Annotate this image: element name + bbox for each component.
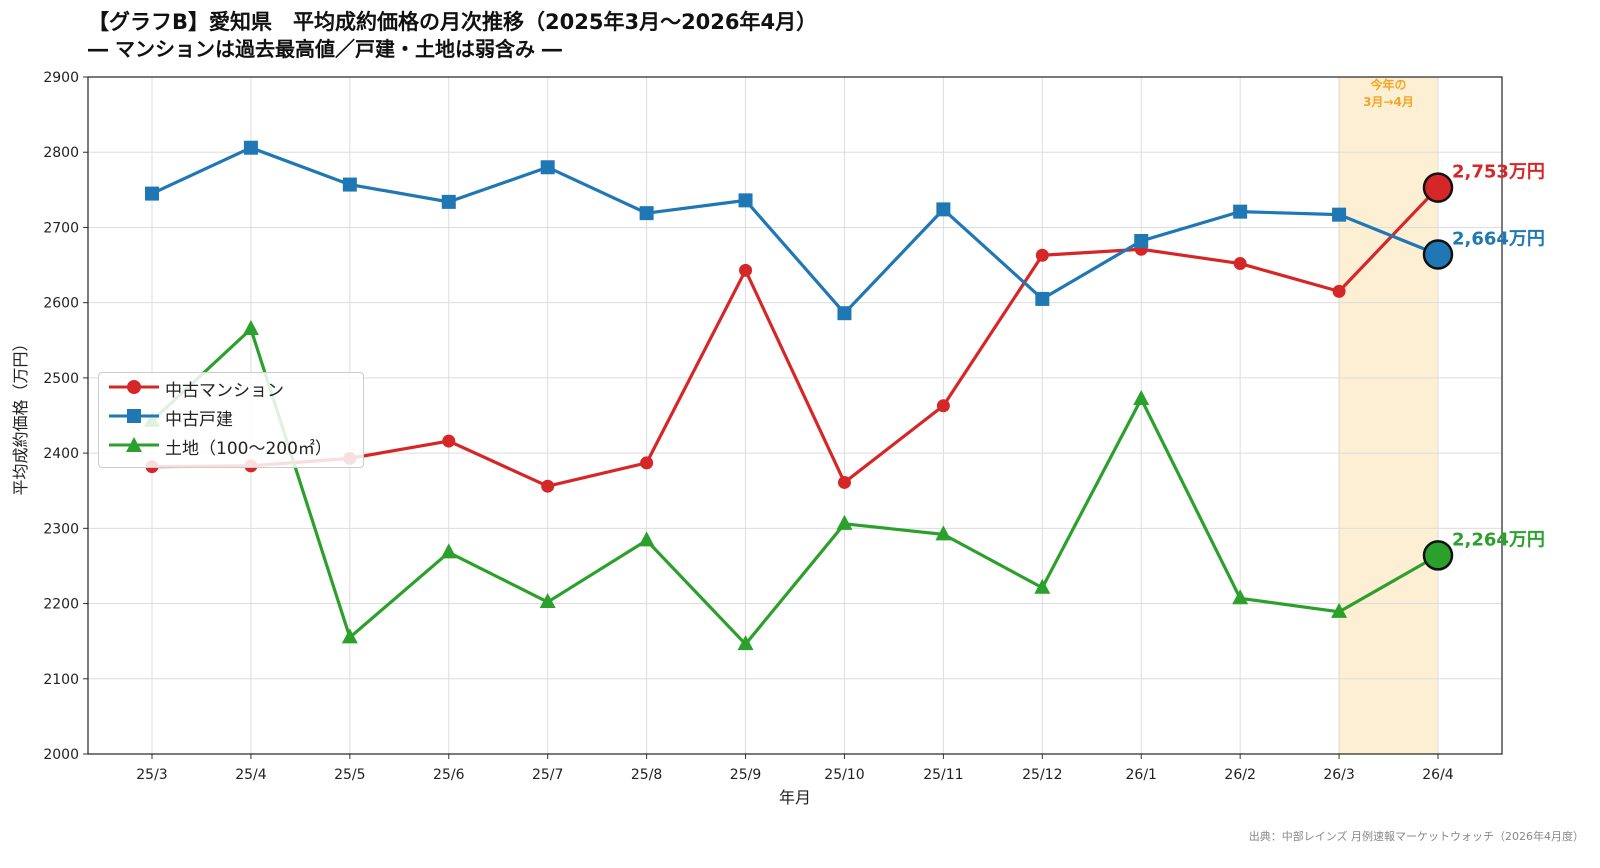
y-tick-label: 2100 xyxy=(43,672,79,688)
x-tick-label: 25/3 xyxy=(136,767,167,783)
x-tick-label: 26/3 xyxy=(1323,767,1354,783)
legend-label-house: 中古戸建 xyxy=(165,410,233,430)
data-point xyxy=(539,593,556,609)
y-axis-label: 平均成約価格（万円） xyxy=(11,335,30,495)
highlight-label-line2: 3月→4月 xyxy=(1363,95,1414,109)
y-tick-label: 2600 xyxy=(43,296,79,312)
data-point xyxy=(145,186,159,201)
endpoint-marker-house xyxy=(1422,239,1454,270)
data-point xyxy=(1232,589,1249,605)
data-point xyxy=(442,434,456,448)
x-tick-label: 25/12 xyxy=(1022,767,1062,783)
legend-marker-land xyxy=(126,437,142,452)
x-tick-label: 25/9 xyxy=(730,767,761,783)
endpoint-marker-land xyxy=(1422,540,1454,571)
data-point xyxy=(639,206,654,221)
data-point xyxy=(1133,389,1150,405)
data-point xyxy=(1332,284,1346,298)
legend-marker-house xyxy=(127,409,141,423)
chart-title: 【グラフB】愛知県 平均成約価格の月次推移（2025年3月～2026年4月） xyxy=(88,10,818,34)
data-point xyxy=(739,263,753,277)
data-point xyxy=(1331,602,1348,618)
data-point xyxy=(440,543,457,559)
data-point xyxy=(540,160,555,175)
legend-item-house: 中古戸建 xyxy=(99,402,363,430)
data-point xyxy=(1332,207,1347,222)
data-point xyxy=(1035,248,1049,262)
x-tick-label: 25/8 xyxy=(631,767,662,783)
data-point xyxy=(1034,578,1051,594)
data-point xyxy=(242,319,259,335)
series-house xyxy=(145,140,1454,321)
y-tick-label: 2200 xyxy=(43,597,79,613)
y-tick-label: 2800 xyxy=(43,145,79,161)
source-note: 出典：中部レインズ 月例速報マーケットウォッチ（2026年4月度） xyxy=(1248,830,1584,843)
y-tick-label: 2900 xyxy=(43,70,79,86)
x-tick-label: 26/2 xyxy=(1224,767,1255,783)
end-value-label-land: 2,264万円 xyxy=(1452,529,1545,550)
x-tick-label: 25/5 xyxy=(334,767,365,783)
x-tick-label: 25/10 xyxy=(824,767,864,783)
legend-item-land: 土地（100～200㎡） xyxy=(99,431,363,459)
data-point xyxy=(541,479,555,493)
data-point xyxy=(737,635,754,651)
x-tick-label: 25/7 xyxy=(532,767,563,783)
data-point xyxy=(936,399,950,413)
end-value-label-house: 2,664万円 xyxy=(1452,229,1545,250)
endpoint-marker-mansion xyxy=(1422,172,1454,203)
title-block: 【グラフB】愛知県 平均成約価格の月次推移（2025年3月～2026年4月） ―… xyxy=(88,8,817,62)
legend: 中古マンション 中古戸建 土地（100～200㎡） xyxy=(98,372,364,468)
y-tick-label: 2000 xyxy=(43,747,79,763)
x-tick-label: 25/11 xyxy=(923,767,963,783)
data-point xyxy=(342,177,357,192)
data-point xyxy=(243,140,258,155)
data-point xyxy=(1233,204,1248,219)
x-axis-label: 年月 xyxy=(779,788,811,807)
data-point xyxy=(935,525,952,541)
data-point xyxy=(837,475,851,489)
data-point xyxy=(1233,257,1247,271)
series-mansion xyxy=(145,172,1454,493)
data-point xyxy=(638,531,655,547)
x-tick-label: 25/6 xyxy=(433,767,465,783)
data-point xyxy=(441,194,456,209)
data-point xyxy=(837,306,852,321)
x-tick-label: 26/4 xyxy=(1422,767,1454,783)
legend-label-land: 土地（100～200㎡） xyxy=(165,439,332,459)
chart-subtitle: ― マンションは過去最高値／戸建・土地は弱含み ― xyxy=(88,37,562,61)
data-point xyxy=(936,202,951,217)
y-tick-label: 2500 xyxy=(43,371,79,387)
legend-item-mansion: 中古マンション xyxy=(99,373,363,401)
data-point xyxy=(1134,233,1149,248)
data-point xyxy=(640,456,654,470)
y-tick-label: 2300 xyxy=(43,521,79,537)
y-tick-label: 2700 xyxy=(43,220,79,236)
data-point xyxy=(1035,291,1050,306)
legend-marker-mansion xyxy=(127,380,141,394)
series-line-mansion xyxy=(151,186,1440,488)
legend-label-mansion: 中古マンション xyxy=(165,381,284,401)
x-tick-label: 26/1 xyxy=(1126,767,1157,783)
data-point xyxy=(738,193,753,208)
highlight-label-line1: 今年の xyxy=(1370,77,1407,92)
series-land xyxy=(144,319,1454,651)
x-tick-label: 25/4 xyxy=(235,767,267,783)
data-point xyxy=(341,628,358,644)
series-line-land xyxy=(150,327,1439,646)
data-point xyxy=(836,514,853,530)
highlight-band xyxy=(1338,76,1439,755)
series-line-house xyxy=(151,146,1439,315)
plot-frame xyxy=(87,76,1503,755)
y-tick-label: 2400 xyxy=(43,446,79,462)
end-value-label-mansion: 2,753万円 xyxy=(1452,162,1545,183)
